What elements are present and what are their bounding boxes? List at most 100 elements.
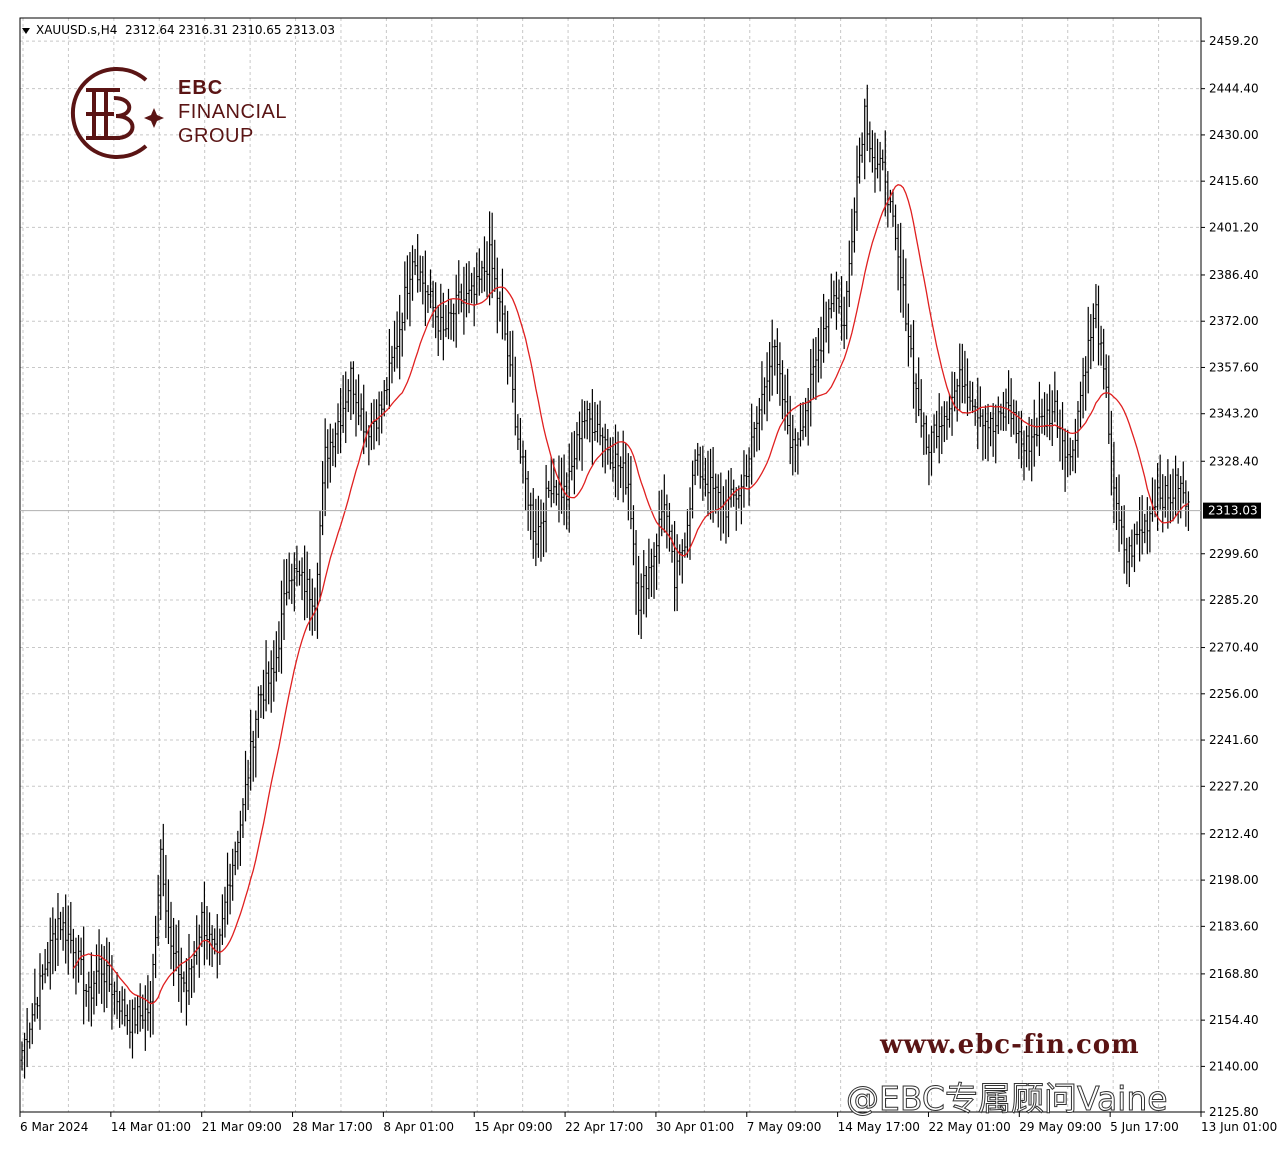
ohlc-bar	[699, 446, 702, 489]
ohlc-bar	[1007, 370, 1010, 425]
ohlc-bar	[917, 357, 920, 417]
ohlc-bar	[889, 189, 892, 213]
ohlc-bar	[460, 283, 463, 313]
ohlc-bar	[925, 415, 928, 455]
ohlc-bar	[413, 248, 417, 276]
ohlc-bar	[426, 285, 430, 313]
ohlc-bar	[727, 470, 730, 538]
ohlc-bar	[511, 330, 514, 403]
ohlc-bar	[866, 84, 869, 151]
ohlc-bar	[701, 445, 705, 501]
ohlc-bar	[830, 273, 833, 319]
ohlc-bar	[203, 881, 206, 966]
ohlc-bar	[41, 964, 44, 990]
current-price-marker: 2313.03	[20, 502, 1261, 519]
ohlc-bar	[208, 912, 211, 966]
logo-line-2: FINANCIAL	[178, 101, 287, 123]
ohlc-bar	[565, 472, 568, 530]
ohlc-bar	[221, 894, 224, 945]
ohlc-bar	[550, 457, 553, 508]
ohlc-bar	[77, 934, 80, 983]
ohlc-bar	[601, 427, 604, 468]
ohlc-bar	[575, 422, 579, 470]
ohlc-bar	[1148, 506, 1152, 553]
ohlc-bar	[28, 1022, 31, 1049]
ohlc-bar	[449, 299, 453, 340]
ohlc-bar	[1092, 303, 1095, 362]
ohlc-bar	[745, 454, 748, 487]
y-tick-label: 2285.20	[1209, 593, 1259, 607]
ohlc-bar	[508, 331, 512, 377]
ohlc-bar	[1187, 491, 1190, 531]
ohlc-bar	[478, 248, 481, 296]
ohlc-bar	[1015, 400, 1018, 444]
ohlc-bar	[503, 305, 507, 341]
ohlc-bar	[49, 917, 52, 990]
ohlc-bar	[1107, 355, 1110, 444]
ohlc-bar	[858, 137, 861, 184]
ohlc-bar	[691, 460, 694, 519]
ohlc-bar	[447, 288, 450, 340]
ohlc-bar	[932, 414, 936, 453]
ohlc-bar	[639, 573, 643, 640]
ohlc-bar	[406, 255, 409, 320]
ohlc-bar	[1081, 357, 1085, 419]
ohlc-bar	[1174, 455, 1177, 516]
dropdown-triangle-icon[interactable]	[22, 27, 30, 34]
ohlc-bar	[1045, 393, 1049, 438]
ohlc-bar	[82, 926, 85, 1025]
ohlc-bar	[891, 189, 895, 227]
ohlc-bar	[1130, 529, 1134, 568]
ohlc-bar	[907, 303, 910, 367]
ohlc-bar	[837, 279, 841, 314]
ohlc-bar	[205, 905, 209, 960]
ohlc-bar	[38, 953, 42, 1030]
logo-wordmark: EBC FINANCIAL GROUP	[178, 76, 287, 148]
ohlc-bar	[958, 343, 961, 411]
ohlc-bar	[434, 282, 437, 339]
ohlc-bar	[681, 539, 684, 584]
ohlc-bar	[403, 261, 407, 331]
ohlc-bar	[20, 1041, 24, 1071]
ohlc-bar	[33, 968, 37, 1022]
ohlc-bar	[331, 428, 335, 467]
logo-line-1: EBC	[178, 77, 224, 99]
ohlc-bar	[945, 401, 949, 440]
ohlc-bar	[1184, 480, 1188, 527]
ohlc-bar	[388, 328, 391, 409]
ohlc-bar	[976, 377, 979, 450]
ohlc-bar	[1053, 371, 1057, 423]
ohlc-bar	[1087, 306, 1090, 394]
ohlc-bar	[804, 397, 807, 437]
ohlc-bar	[809, 348, 812, 427]
ohlc-bar	[298, 560, 301, 586]
ohlc-bar	[1020, 410, 1023, 469]
ohlc-bar	[1120, 505, 1123, 545]
ohlc-bar	[855, 145, 859, 231]
ohlc-bar	[339, 387, 342, 454]
ohlc-bar	[583, 400, 586, 439]
ohlc-bar	[598, 400, 602, 446]
ohlc-bar	[64, 894, 67, 964]
ohlc-bar	[61, 906, 65, 951]
ohlc-bar	[1012, 399, 1015, 435]
ohlc-bar	[131, 999, 134, 1059]
ohlc-bar	[532, 488, 535, 559]
ohlc-bar	[706, 450, 710, 517]
ohlc-bar	[1097, 285, 1100, 366]
ohlc-bar	[632, 505, 635, 566]
ohlc-bar	[971, 381, 974, 414]
ohlc-bar	[842, 296, 846, 349]
ohlc-bar	[850, 208, 854, 276]
ohlc-bar	[791, 414, 794, 476]
y-tick-label: 2415.60	[1209, 174, 1259, 188]
x-tick-label: 22 Apr 17:00	[565, 1120, 643, 1134]
ohlc-bar	[655, 533, 658, 590]
ohlc-bar	[539, 499, 543, 562]
ohlc-bar	[1094, 284, 1098, 329]
ohlc-bar	[768, 342, 771, 402]
ohlc-bar	[138, 983, 142, 1032]
ohlc-bar	[562, 454, 566, 526]
x-tick-label: 13 Jun 01:00	[1201, 1120, 1277, 1134]
